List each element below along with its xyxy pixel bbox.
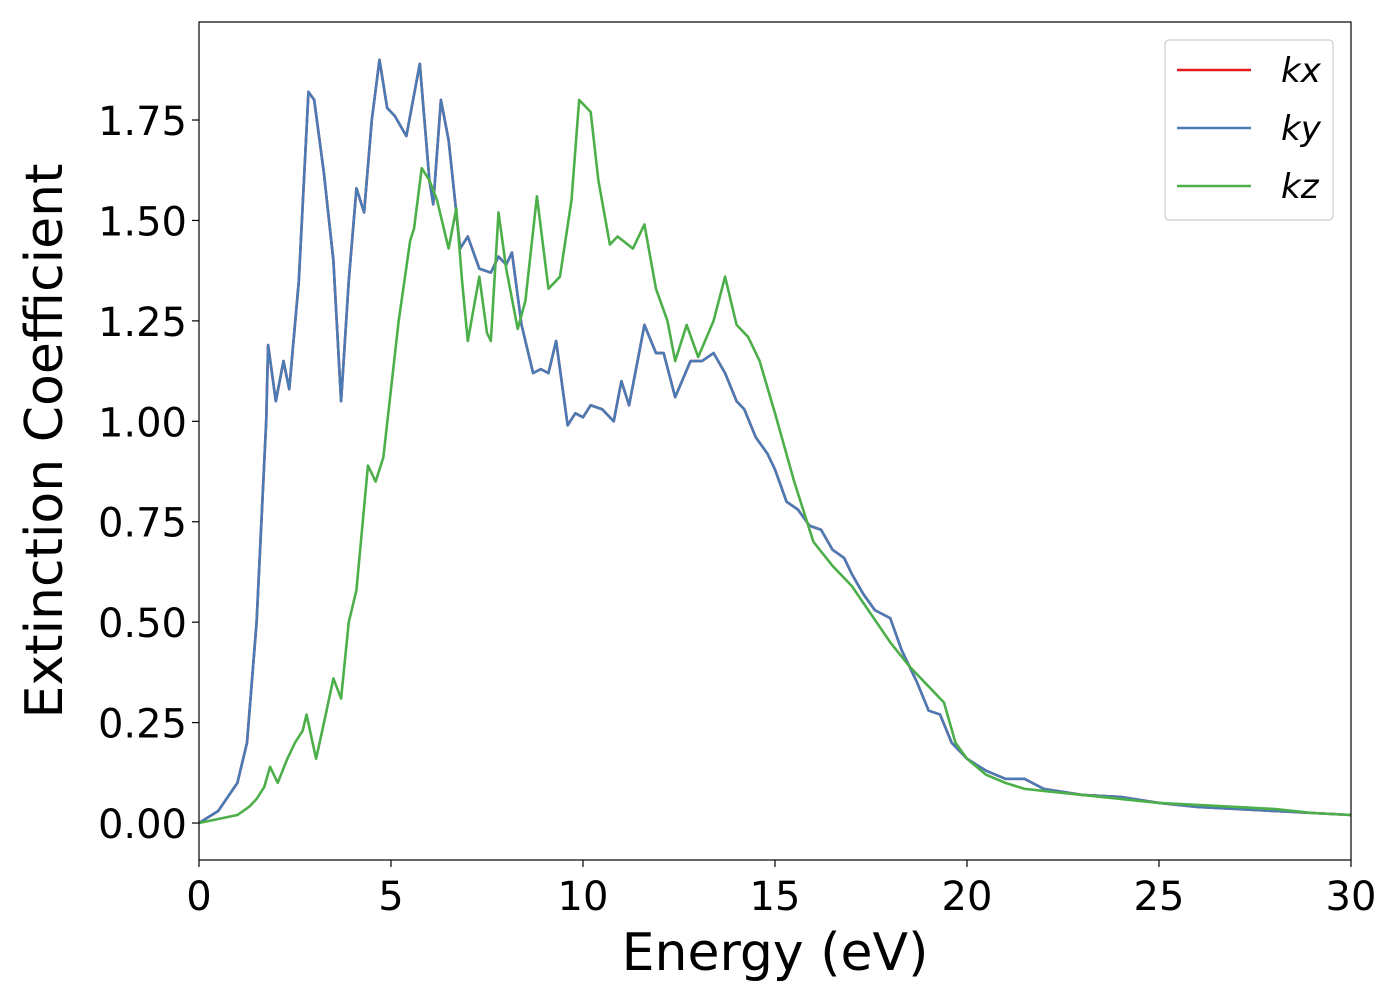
series-line <box>199 58 1351 825</box>
y-tick-label: 0.75 <box>98 501 187 547</box>
y-tick-label: 1.00 <box>98 400 187 446</box>
x-tick-label: 5 <box>378 874 403 920</box>
series-line <box>199 98 1351 825</box>
legend-label: ky <box>1281 109 1322 149</box>
x-tick-label: 25 <box>1134 874 1185 920</box>
x-tick-label: 0 <box>186 874 211 920</box>
x-tick-label: 15 <box>750 874 801 920</box>
y-tick-label: 0.25 <box>98 702 187 748</box>
y-tick-label: 1.25 <box>98 300 187 346</box>
legend-label: kx <box>1281 51 1322 91</box>
y-tick-label: 1.50 <box>98 199 187 245</box>
x-tick-label: 20 <box>942 874 993 920</box>
plot-frame <box>198 21 1352 861</box>
y-tick-label: 0.00 <box>98 802 187 848</box>
x-tick-label: 30 <box>1326 874 1377 920</box>
legend-box <box>1164 39 1334 221</box>
y-axis-label: Extinction Coefficient <box>15 164 75 719</box>
x-axis-label: Energy (eV) <box>622 923 929 983</box>
legend-label: kz <box>1281 167 1320 207</box>
y-tick-label: 0.50 <box>98 601 187 647</box>
y-tick-label: 1.75 <box>98 99 187 145</box>
x-tick-label: 10 <box>558 874 609 920</box>
